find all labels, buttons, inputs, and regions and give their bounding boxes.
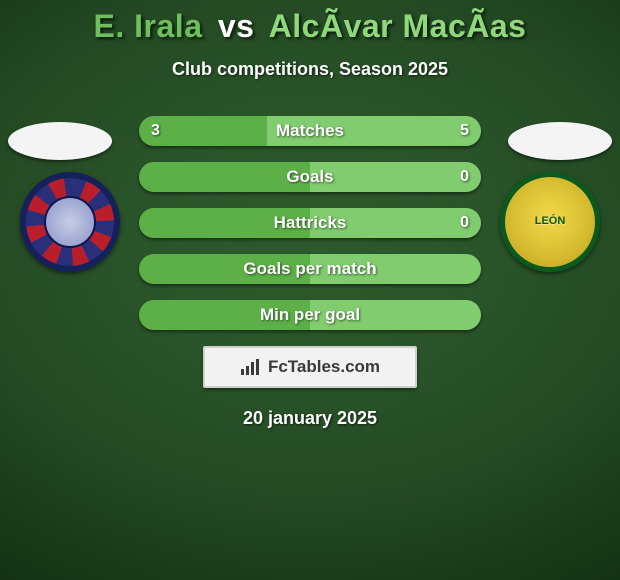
stat-row: Matches35 <box>139 116 481 146</box>
stat-fill-right <box>267 116 481 146</box>
stat-fill-right <box>310 162 481 192</box>
brand-text: FcTables.com <box>268 357 380 377</box>
stat-fill-left <box>139 300 310 330</box>
stat-row: Goals per match <box>139 254 481 284</box>
player1-name: E. Irala <box>94 8 203 44</box>
player1-flag <box>8 122 112 160</box>
page-title: E. Irala vs AlcÃ­var MacÃ­as <box>0 0 620 45</box>
stat-row: Goals0 <box>139 162 481 192</box>
stat-row: Min per goal <box>139 300 481 330</box>
player2-flag <box>508 122 612 160</box>
stat-fill-right <box>310 208 481 238</box>
player2-name: AlcÃ­var MacÃ­as <box>269 8 527 44</box>
player2-club-badge: LEÓN <box>500 172 600 272</box>
player1-club-badge <box>20 172 120 272</box>
stat-fill-left <box>139 116 267 146</box>
stat-fill-right <box>310 300 481 330</box>
stat-bars: Matches35 Goals0 Hattricks0 Goals per match… <box>139 116 481 330</box>
player2-club-badge-text: LEÓN <box>535 216 566 228</box>
vs-separator: vs <box>218 8 255 44</box>
footer-date: 20 january 2025 <box>0 408 620 429</box>
comparison-stage: LEÓN Matches35 Goals0 Hattricks0 Goals per … <box>0 116 620 429</box>
stat-row: Hattricks0 <box>139 208 481 238</box>
brand-plaque: FcTables.com <box>203 346 417 388</box>
stat-fill-left <box>139 162 310 192</box>
stat-fill-right <box>310 254 481 284</box>
chart-icon <box>240 358 262 376</box>
subtitle: Club competitions, Season 2025 <box>0 59 620 80</box>
stat-fill-left <box>139 254 310 284</box>
stat-fill-left <box>139 208 310 238</box>
